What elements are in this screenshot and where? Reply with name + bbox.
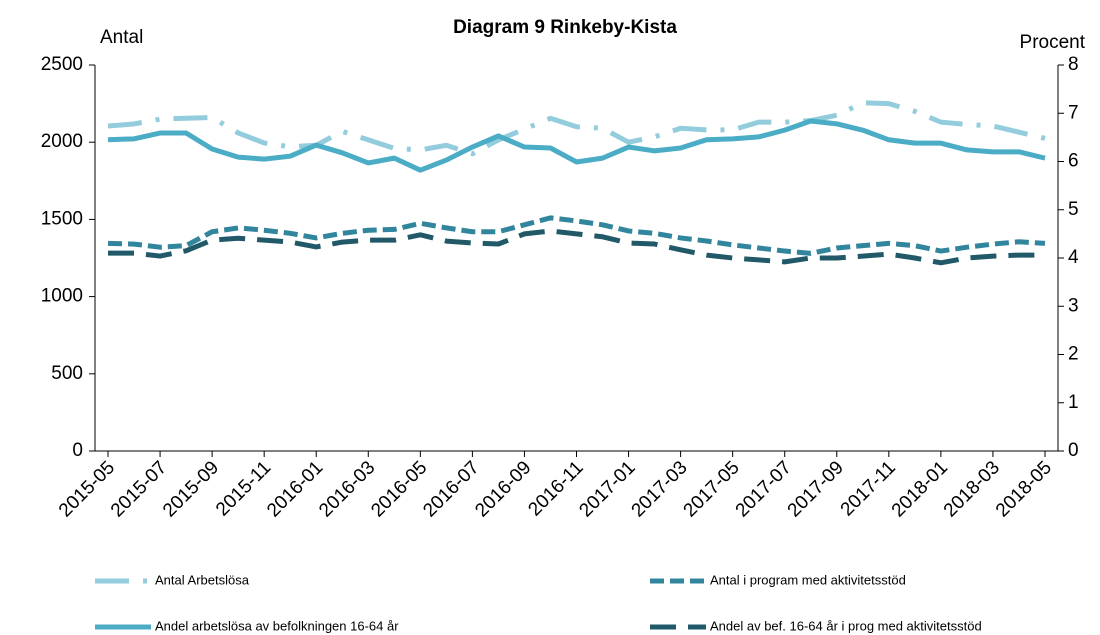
x-tick-label: 2016-09 [471, 457, 535, 521]
legend-label: Antal i program med aktivitetsstöd [710, 572, 906, 587]
y2-tick-label: 1 [1068, 392, 1079, 413]
x-tick-label: 2016-11 [524, 457, 587, 520]
x-tick-label: 2018-01 [888, 457, 952, 521]
y2-tick-label: 2 [1068, 344, 1079, 365]
y-tick-label: 2000 [41, 131, 83, 152]
legend-label: Antal Arbetslösa [155, 572, 250, 587]
y2-tick-label: 7 [1068, 102, 1079, 123]
x-tick-label: 2017-11 [837, 457, 900, 520]
x-tick-label: 2016-07 [419, 457, 483, 521]
x-tick-label: 2015-05 [55, 457, 119, 521]
x-tick-label: 2017-01 [575, 457, 639, 521]
y2-axis-label: Procent [1020, 32, 1086, 53]
x-tick-label: 2016-05 [367, 457, 431, 521]
y-tick-label: 500 [51, 363, 83, 384]
series-line [108, 228, 1045, 266]
y2-tick-label: 4 [1068, 247, 1079, 268]
y-tick-label: 1500 [41, 208, 83, 229]
x-tick-label: 2017-09 [784, 457, 848, 521]
x-tick-label: 2017-03 [628, 457, 692, 521]
x-tick-label: 2015-07 [107, 457, 171, 521]
legend-label: Andel arbetslösa av befolkningen 16-64 å… [155, 618, 399, 633]
x-tick-label: 2017-05 [680, 457, 744, 521]
x-tick-label: 2018-05 [992, 457, 1056, 521]
series-line [107, 215, 1046, 256]
y2-tick-label: 8 [1068, 54, 1079, 75]
x-tick-label: 2016-01 [263, 457, 327, 521]
chart-title: Diagram 9 Rinkeby-Kista [453, 17, 677, 38]
y2-tick-label: 6 [1068, 151, 1079, 172]
y2-tick-label: 3 [1068, 295, 1079, 316]
legend-label: Andel av bef. 16-64 år i prog med aktivi… [710, 618, 982, 633]
series-line [107, 118, 1046, 173]
series-line [107, 100, 1046, 157]
y2-tick-label: 0 [1068, 440, 1079, 461]
y-axis-label: Antal [100, 27, 143, 48]
x-tick-label: 2017-07 [732, 457, 796, 521]
y-tick-label: 2500 [41, 54, 83, 75]
y-tick-label: 1000 [41, 286, 83, 307]
x-tick-label: 2015-09 [159, 457, 223, 521]
x-tick-label: 2018-03 [940, 457, 1004, 521]
y2-tick-label: 5 [1068, 199, 1079, 220]
x-tick-label: 2016-03 [315, 457, 379, 521]
y-tick-label: 0 [72, 440, 83, 461]
x-tick-label: 2015-11 [212, 457, 275, 520]
